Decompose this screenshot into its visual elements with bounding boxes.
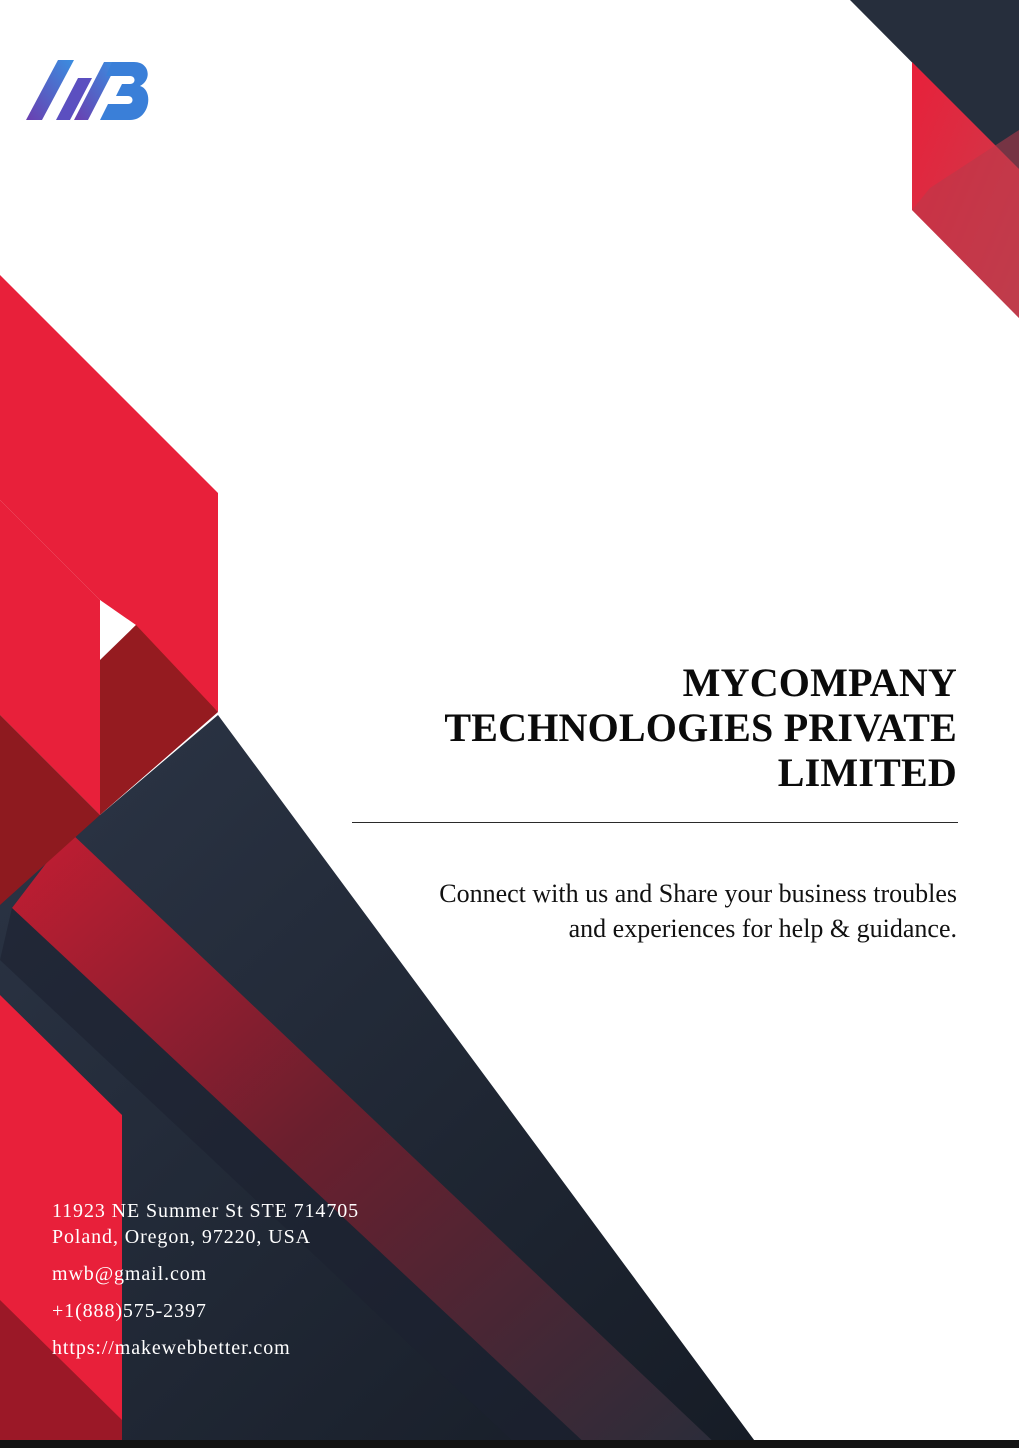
address: 11923 NE Summer St STE 714705 Poland, Or… [52,1198,412,1250]
band-shadow [0,908,590,1448]
email-text: mwb@gmail.com [52,1263,208,1285]
tagline-line-1: Connect with us and Share your business … [439,879,957,908]
contact-block: 11923 NE Summer St STE 714705 Poland, Or… [52,1198,412,1361]
white-notch [100,600,136,660]
address-line-2: Poland, Oregon, 97220, USA [52,1226,311,1248]
bottom-edge [0,1440,1019,1448]
red-ribbon-shade [100,625,218,815]
red-strip-shade [0,1300,122,1448]
dark-red-fold [0,715,100,905]
title-line-3: LIMITED [777,750,957,795]
website-text: https://makewebbetter.com [52,1337,291,1359]
mwb-logo-icon [26,60,149,120]
red-ribbon-outer [0,275,218,712]
tagline-line-2: and experiences for help & guidance. [568,914,957,943]
title-line-2: TECHNOLOGIES PRIVATE [444,705,957,750]
address-line-1: 11923 NE Summer St STE 714705 [52,1200,360,1222]
gradient-band [12,832,720,1448]
tagline: Connect with us and Share your business … [337,876,957,946]
title-line-1: MYCOMPANY [682,660,957,705]
corner-red-shade [912,130,1019,318]
phone-text: +1(888)575-2397 [52,1300,207,1322]
navy-wedge [0,715,760,1448]
red-ribbon-inner [0,500,100,815]
title-divider [352,822,958,823]
company-title: MYCOMPANY TECHNOLOGIES PRIVATE LIMITED [397,660,957,795]
